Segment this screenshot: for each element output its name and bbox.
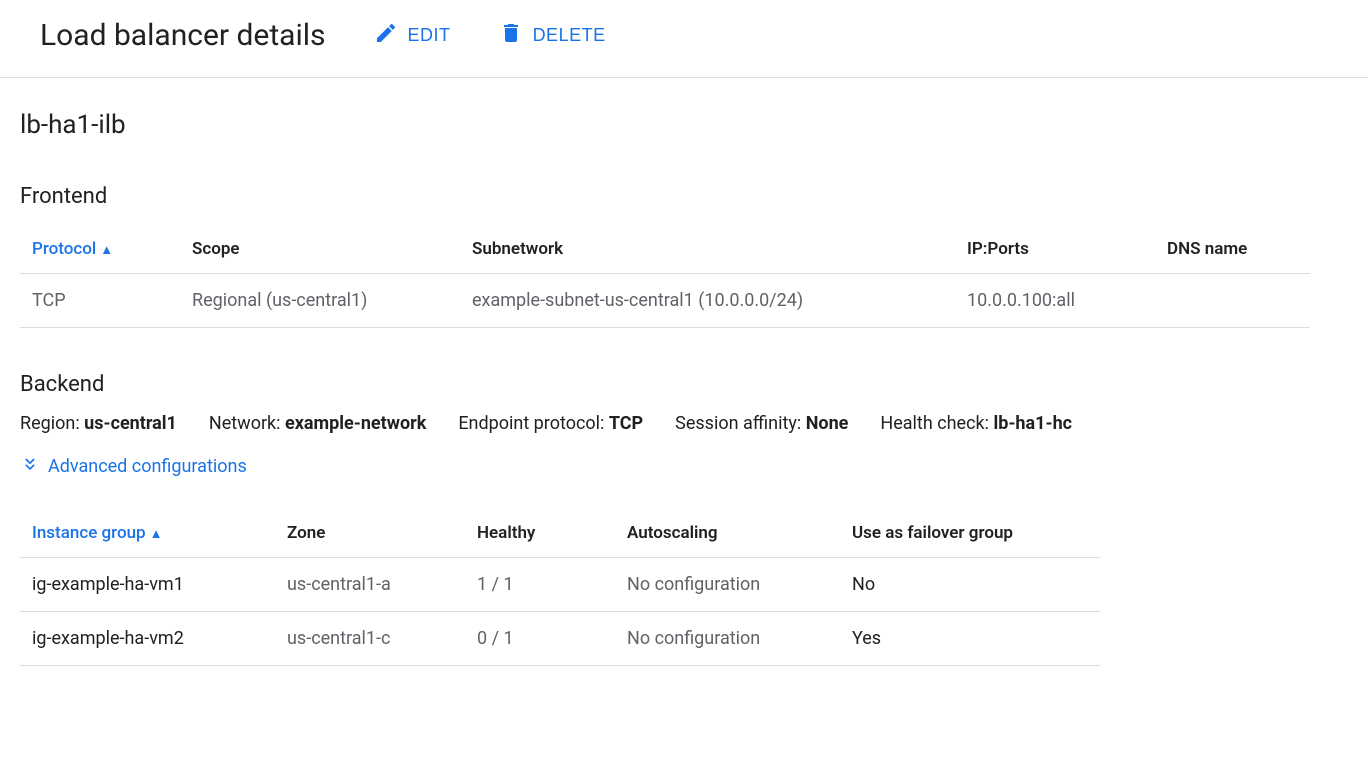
frontend-title: Frontend	[20, 184, 1348, 209]
frontend-row: TCP Regional (us-central1) example-subne…	[20, 274, 1310, 328]
meta-endpoint: Endpoint protocol: TCP	[458, 413, 643, 434]
frontend-protocol: TCP	[20, 274, 180, 328]
edit-button[interactable]: EDIT	[374, 21, 451, 50]
advanced-configurations-label: Advanced configurations	[48, 456, 247, 477]
col-instance-group[interactable]: Instance group▲	[20, 509, 275, 558]
backend-healthy: 1 / 1	[465, 558, 615, 612]
backend-meta: Region: us-central1 Network: example-net…	[20, 413, 1348, 434]
frontend-header-row: Protocol▲ Scope Subnetwork IP:Ports DNS …	[20, 225, 1310, 274]
frontend-scope: Regional (us-central1)	[180, 274, 460, 328]
col-failover[interactable]: Use as failover group	[840, 509, 1100, 558]
backend-instance-group: ig-example-ha-vm2	[20, 612, 275, 666]
frontend-subnetwork: example-subnet-us-central1 (10.0.0.0/24)	[460, 274, 955, 328]
backend-row: ig-example-ha-vm1 us-central1-a 1 / 1 No…	[20, 558, 1100, 612]
delete-button-label: DELETE	[533, 25, 606, 46]
backend-title: Backend	[20, 372, 1348, 397]
backend-healthy: 0 / 1	[465, 612, 615, 666]
backend-row: ig-example-ha-vm2 us-central1-c 0 / 1 No…	[20, 612, 1100, 666]
backend-failover: No	[840, 558, 1100, 612]
backend-zone: us-central1-c	[275, 612, 465, 666]
header-bar: Load balancer details EDIT DELETE	[0, 0, 1368, 78]
col-healthy[interactable]: Healthy	[465, 509, 615, 558]
advanced-configurations-toggle[interactable]: Advanced configurations	[20, 454, 1348, 479]
col-protocol[interactable]: Protocol▲	[20, 225, 180, 274]
meta-health: Health check: lb-ha1-hc	[880, 413, 1072, 434]
edit-button-label: EDIT	[408, 25, 451, 46]
resource-name: lb-ha1-ilb	[20, 110, 1348, 140]
double-chevron-down-icon	[20, 454, 40, 479]
col-subnetwork[interactable]: Subnetwork	[460, 225, 955, 274]
col-scope[interactable]: Scope	[180, 225, 460, 274]
backend-instance-group: ig-example-ha-vm1	[20, 558, 275, 612]
delete-button[interactable]: DELETE	[499, 21, 606, 50]
backend-failover: Yes	[840, 612, 1100, 666]
sort-up-icon: ▲	[100, 242, 113, 258]
frontend-table: Protocol▲ Scope Subnetwork IP:Ports DNS …	[20, 225, 1310, 328]
meta-session: Session affinity: None	[675, 413, 848, 434]
page-title: Load balancer details	[40, 18, 326, 53]
backend-autoscaling: No configuration	[615, 612, 840, 666]
col-autoscaling[interactable]: Autoscaling	[615, 509, 840, 558]
sort-up-icon: ▲	[150, 526, 163, 542]
frontend-ip-ports: 10.0.0.100:all	[955, 274, 1155, 328]
backend-autoscaling: No configuration	[615, 558, 840, 612]
pencil-icon	[374, 21, 398, 50]
meta-network: Network: example-network	[209, 413, 426, 434]
frontend-dns-name	[1155, 274, 1310, 328]
backend-table: Instance group▲ Zone Healthy Autoscaling…	[20, 509, 1100, 666]
content: lb-ha1-ilb Frontend Protocol▲ Scope Subn…	[0, 78, 1368, 730]
trash-icon	[499, 21, 523, 50]
meta-region: Region: us-central1	[20, 413, 177, 434]
col-dns-name[interactable]: DNS name	[1155, 225, 1310, 274]
backend-zone: us-central1-a	[275, 558, 465, 612]
backend-header-row: Instance group▲ Zone Healthy Autoscaling…	[20, 509, 1100, 558]
col-zone[interactable]: Zone	[275, 509, 465, 558]
col-ip-ports[interactable]: IP:Ports	[955, 225, 1155, 274]
